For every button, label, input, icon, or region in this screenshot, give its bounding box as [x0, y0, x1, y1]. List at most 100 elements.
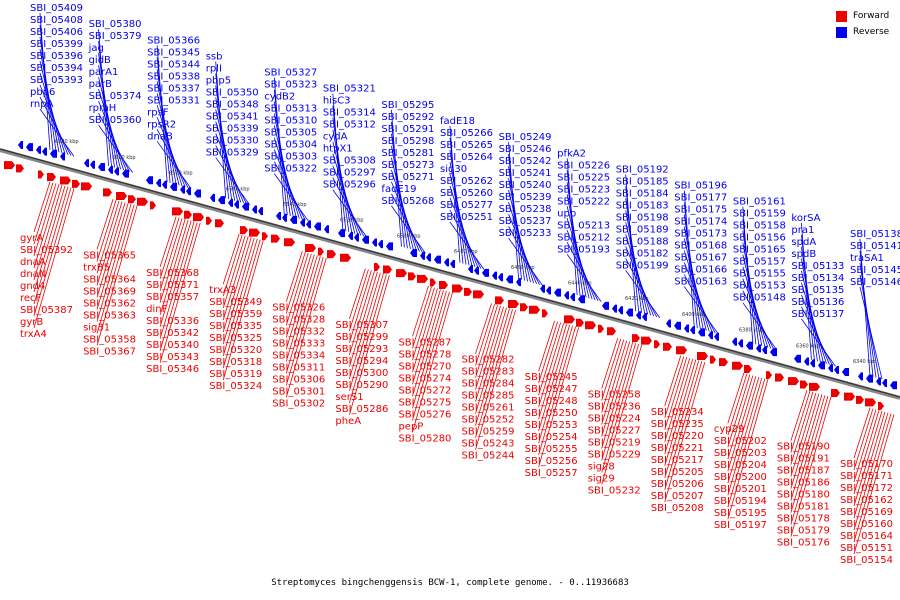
reverse-gene-label: SBI_05260 — [440, 188, 493, 199]
reverse-gene-arrow — [108, 165, 113, 174]
forward-gene-label: dnaN — [20, 269, 46, 280]
reverse-gene-label: SBI_05174 — [674, 217, 727, 228]
forward-gene-label: SBI_05169 — [840, 507, 893, 518]
forward-leader-line — [790, 396, 829, 525]
reverse-gene-arrow — [714, 332, 719, 341]
forward-leader-line — [412, 288, 438, 373]
kbp-tick-label: 6340 kbp — [853, 359, 877, 365]
forward-gene-label: SBI_05245 — [525, 372, 578, 383]
kbp-tick-label: 6460 kbp — [511, 265, 535, 271]
reverse-gene-arrow — [804, 357, 809, 366]
reverse-gene-arrow — [114, 167, 119, 176]
forward-leader-line — [601, 341, 631, 437]
forward-gene-arrow — [4, 161, 15, 170]
forward-gene-label: dnaA — [20, 257, 46, 268]
reverse-gene-label: SBI_05298 — [381, 136, 434, 147]
reverse-leader-line — [801, 318, 836, 367]
forward-leader-line — [285, 252, 309, 326]
reverse-leader-line — [801, 294, 830, 365]
forward-gene-arrow — [340, 253, 351, 262]
forward-gene-label: SBI_05170 — [840, 459, 893, 470]
reverse-gene-arrow — [546, 286, 551, 295]
reverse-gene-arrow — [338, 229, 345, 238]
reverse-gene-arrow — [666, 319, 671, 328]
reverse-gene-label: SBI_05157 — [733, 257, 786, 268]
forward-gene-arrow — [47, 172, 56, 181]
reverse-gene-label: spdA — [791, 237, 816, 248]
reverse-leader-line — [449, 173, 473, 267]
reverse-leader-line — [215, 109, 239, 202]
reverse-leader-line — [215, 145, 248, 205]
reverse-gene-label: SBI_05321 — [323, 84, 376, 95]
reverse-gene-label: SBI_05366 — [147, 35, 200, 46]
forward-gene-label: sig31 — [83, 322, 110, 333]
forward-gene-arrow — [607, 327, 616, 336]
reverse-leader-line — [625, 270, 661, 319]
reverse-gene-arrow — [738, 339, 743, 348]
reverse-gene-label: SBI_05198 — [616, 212, 669, 223]
reverse-gene-label: SBI_05141 — [850, 241, 900, 252]
reverse-leader-line — [742, 302, 778, 351]
reverse-gene-arrow — [146, 176, 153, 185]
forward-leader-line — [853, 408, 874, 471]
reverse-gene-arrow — [498, 273, 503, 282]
forward-gene-label: SBI_05204 — [714, 460, 767, 471]
reverse-gene-label: SBI_05394 — [30, 63, 83, 74]
forward-gene-arrow — [542, 309, 548, 318]
reverse-gene-label: SBI_05185 — [616, 176, 669, 187]
forward-leader-line — [853, 412, 889, 531]
reverse-gene-arrow — [450, 260, 455, 268]
forward-gene-arrow — [744, 365, 752, 374]
reverse-leader-line — [391, 157, 414, 251]
reverse-gene-label: SBI_05159 — [733, 209, 786, 220]
reverse-gene-label: fadE18 — [440, 116, 475, 127]
forward-gene-arrow — [374, 263, 380, 272]
forward-leader-line — [96, 204, 135, 334]
reverse-gene-arrow — [410, 248, 417, 257]
reverse-leader-line — [683, 238, 707, 331]
forward-gene-arrow — [641, 336, 652, 345]
forward-leader-line — [222, 238, 258, 357]
forward-gene-arrow — [184, 210, 192, 219]
forward-gene-label: SBI_05220 — [651, 431, 704, 442]
reverse-gene-label: SBI_05136 — [791, 297, 844, 308]
reverse-gene-label: SBI_05188 — [616, 236, 669, 247]
forward-gene-label: SBI_05280 — [398, 433, 451, 444]
forward-gene-arrow — [240, 226, 248, 235]
forward-gene-arrow — [564, 315, 575, 324]
forward-leader-line — [664, 361, 703, 490]
forward-gene-arrow — [495, 296, 504, 305]
reverse-leader-line — [801, 306, 833, 366]
reverse-gene-arrow — [218, 196, 225, 205]
reverse-gene-label: SBI_05241 — [499, 168, 552, 179]
forward-leader-line — [601, 338, 619, 389]
reverse-swatch — [836, 26, 847, 38]
forward-gene-label: SBI_05234 — [651, 407, 704, 418]
reverse-gene-label: SBI_05409 — [30, 3, 83, 14]
forward-gene-label: SBI_05179 — [777, 526, 830, 537]
forward-leader-line — [790, 392, 817, 477]
forward-gene-label: SBI_05287 — [398, 337, 451, 348]
reverse-gene-arrow — [180, 185, 185, 194]
reverse-gene-arrow — [612, 304, 617, 313]
forward-gene-label: SBI_05364 — [83, 274, 136, 285]
reverse-gene-label: SBI_05329 — [206, 147, 259, 158]
label-leader-lines — [33, 12, 895, 555]
forward-gene-label: SBI_05274 — [398, 373, 451, 384]
forward-leader-line — [222, 236, 249, 321]
forward-leader-line — [853, 410, 883, 507]
forward-gene-arrow — [60, 176, 71, 185]
forward-gene-label: SBI_05362 — [83, 298, 136, 309]
forward-gene-label: SBI_05306 — [272, 375, 325, 386]
forward-gene-label: pepP — [398, 421, 423, 432]
forward-gene-label: SBI_05235 — [651, 419, 704, 430]
forward-leader-line — [412, 290, 447, 409]
reverse-gene-arrow — [482, 268, 489, 277]
reverse-gene-label: SBI_05156 — [733, 233, 786, 244]
reverse-gene-arrow — [372, 238, 377, 247]
reverse-gene-label: SBI_05238 — [499, 204, 552, 215]
forward-leader-line — [790, 391, 814, 465]
reverse-leader-line — [566, 242, 599, 302]
reverse-gene-label: ssb — [206, 51, 223, 62]
reverse-gene-label: SBI_05212 — [557, 232, 610, 243]
